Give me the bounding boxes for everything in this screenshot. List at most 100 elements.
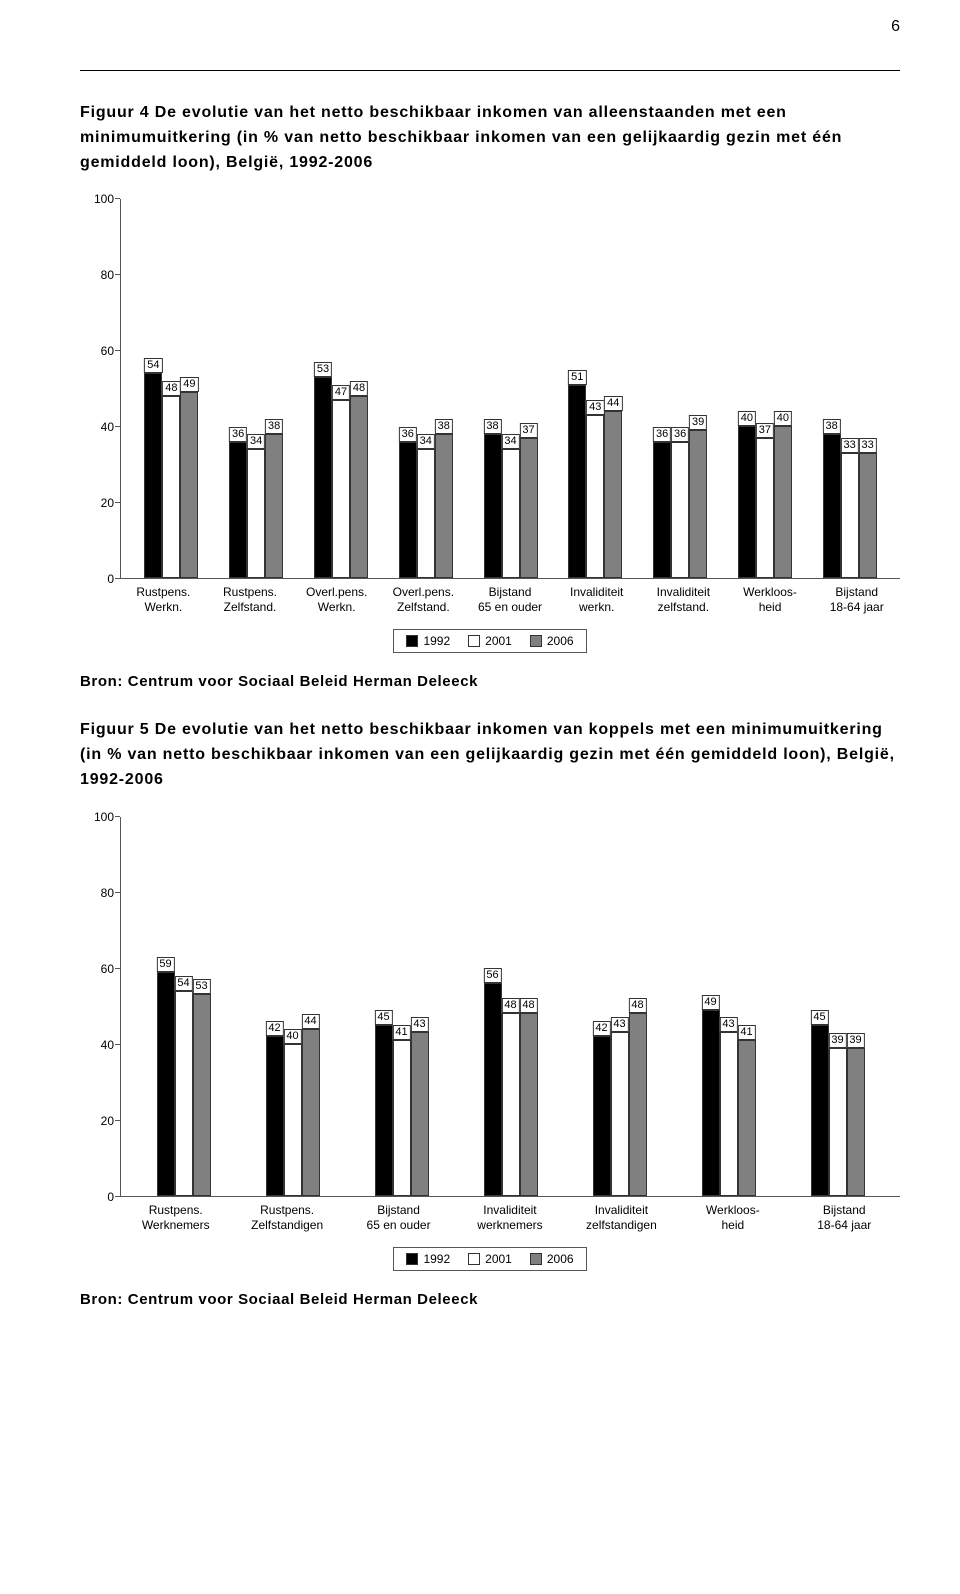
chart2-bar: 41: [738, 1040, 756, 1196]
figure5-source: Bron: Centrum voor Sociaal Beleid Herman…: [80, 1291, 900, 1308]
chart1-y-tick-label: 100: [94, 192, 114, 206]
chart2-bar-value-label: 48: [628, 998, 646, 1013]
chart2-bar-value-label: 43: [719, 1017, 737, 1032]
chart1-bar-group: 534748: [299, 199, 384, 578]
chart1-bar-value-label: 36: [229, 427, 247, 442]
chart1-bar: 36: [653, 442, 671, 579]
chart1-bar: 37: [756, 438, 774, 579]
chart1-legend: 199220012006: [393, 629, 586, 653]
chart2-bar-value-label: 48: [519, 998, 537, 1013]
chart2-x-label: Invaliditeitzelfstandigen: [566, 1197, 677, 1233]
chart2-bar: 53: [193, 994, 211, 1195]
chart2-x-label: Werkloos-heid: [677, 1197, 788, 1233]
chart2-bar: 44: [302, 1029, 320, 1196]
chart1-bar-value-label: 54: [144, 358, 162, 373]
chart1-bar-group: 383437: [468, 199, 553, 578]
chart2-bar: 41: [393, 1040, 411, 1196]
chart1-bar: 53: [314, 377, 332, 578]
figure4-caption: Figuur 4 De evolutie van het netto besch…: [80, 101, 900, 175]
chart2-x-labels: Rustpens.WerknemersRustpens.Zelfstandige…: [80, 1197, 900, 1233]
chart2-x-label: Bijstand65 en ouder: [343, 1197, 454, 1233]
chart1-bar: 34: [502, 449, 520, 578]
chart1-bar-value-label: 43: [586, 400, 604, 415]
chart2-legend: 199220012006: [393, 1247, 586, 1271]
figure4-source: Bron: Centrum voor Sociaal Beleid Herman…: [80, 673, 900, 690]
chart2-bar: 56: [484, 983, 502, 1196]
chart1-bar-value-label: 44: [604, 396, 622, 411]
chart1-x-label: Invaliditeitwerkn.: [553, 579, 640, 615]
chart2-bar: 43: [611, 1032, 629, 1195]
chart2-y-tick-label: 0: [107, 1190, 114, 1204]
chart1-bar: 44: [604, 411, 622, 578]
chart1-bar-value-label: 37: [756, 423, 774, 438]
chart1-bar-group: 363438: [383, 199, 468, 578]
chart1-legend-swatch: [406, 635, 418, 647]
chart1-y-tick-label: 20: [101, 496, 114, 510]
chart2-bar: 42: [593, 1036, 611, 1196]
page-number: 6: [891, 18, 900, 36]
chart1-bar-value-label: 33: [859, 438, 877, 453]
chart1-x-label: Bijstand18-64 jaar: [813, 579, 900, 615]
chart2-y-axis: 020406080100: [80, 817, 120, 1197]
chart1-bar: 39: [689, 430, 707, 578]
chart1-bar-value-label: 36: [399, 427, 417, 442]
chart1-bar: 38: [435, 434, 453, 578]
chart2-bar-value-label: 53: [192, 979, 210, 994]
chart2-bar: 40: [284, 1044, 302, 1196]
chart2-bar-value-label: 56: [483, 968, 501, 983]
chart2-y-tick-label: 20: [101, 1114, 114, 1128]
chart2-bar-group: 595453: [129, 817, 238, 1196]
chart1-bar-value-label: 47: [332, 385, 350, 400]
chart2-legend-item: 2001: [468, 1252, 512, 1266]
chart1-legend-label: 2001: [485, 634, 512, 648]
chart2-bar: 43: [720, 1032, 738, 1195]
chart1-bar-value-label: 34: [247, 434, 265, 449]
chart1-bar: 49: [180, 392, 198, 578]
chart2-legend-item: 1992: [406, 1252, 450, 1266]
chart1-legend-swatch: [468, 635, 480, 647]
chart2-bar-value-label: 41: [737, 1025, 755, 1040]
chart1-bar: 48: [350, 396, 368, 578]
chart2-bar-value-label: 49: [701, 995, 719, 1010]
chart1-bar-value-label: 40: [774, 411, 792, 426]
chart1-bar: 36: [671, 442, 689, 579]
chart2-bar-value-label: 41: [392, 1025, 410, 1040]
chart2-bar-value-label: 40: [283, 1029, 301, 1044]
chart1-x-label: Overl.pens.Zelfstand.: [380, 579, 467, 615]
chart1-bar: 33: [859, 453, 877, 578]
chart2-bar: 45: [811, 1025, 829, 1196]
chart1-bar: 40: [738, 426, 756, 578]
chart1-bar: 36: [399, 442, 417, 579]
chart1-bar-value-label: 48: [350, 381, 368, 396]
chart2-y-tick-label: 100: [94, 810, 114, 824]
chart1-bar-value-label: 38: [265, 419, 283, 434]
chart2-bar: 45: [375, 1025, 393, 1196]
chart2-legend-label: 2001: [485, 1252, 512, 1266]
chart1-bar: 38: [823, 434, 841, 578]
chart1-legend-label: 1992: [423, 634, 450, 648]
chart1-x-labels: Rustpens.Werkn.Rustpens.Zelfstand.Overl.…: [80, 579, 900, 615]
chart1-x-label: Overl.pens.Werkn.: [293, 579, 380, 615]
chart1-bar: 51: [568, 385, 586, 579]
chart2-bar: 42: [266, 1036, 284, 1196]
chart1-y-tick-label: 0: [107, 572, 114, 586]
chart1-y-axis: 020406080100: [80, 199, 120, 579]
chart2-bar-group: 564848: [456, 817, 565, 1196]
chart2-bar: 48: [502, 1013, 520, 1195]
chart1-bar: 34: [247, 449, 265, 578]
chart1-bar-value-label: 34: [501, 434, 519, 449]
chart2-bar-value-label: 44: [301, 1014, 319, 1029]
chart1-x-label: Invaliditeitzelfstand.: [640, 579, 727, 615]
chart1-bar: 36: [229, 442, 247, 579]
chart1-bar-group: 363639: [638, 199, 723, 578]
chart1-plot-area: 5448493634385347483634383834375143443636…: [120, 199, 900, 579]
chart1-bar: 54: [144, 373, 162, 578]
chart1-bar-value-label: 38: [483, 419, 501, 434]
chart2-bar-value-label: 54: [174, 976, 192, 991]
chart2-groups: 5954534240444541435648484243484943414539…: [121, 817, 900, 1196]
chart2-bar: 39: [847, 1048, 865, 1196]
chart2-bar-value-label: 48: [501, 998, 519, 1013]
chart1-bar: 47: [332, 400, 350, 579]
chart1-bar: 38: [265, 434, 283, 578]
chart2-legend-swatch: [468, 1253, 480, 1265]
